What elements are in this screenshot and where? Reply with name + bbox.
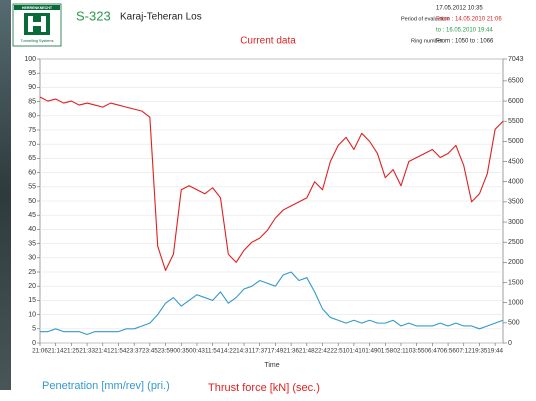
x-tick-label: 21:33 [79, 348, 95, 355]
x-tick-label: 01:41 [346, 348, 362, 355]
y-tick-label: 35 [28, 240, 36, 247]
y-tick-label: 95 [28, 70, 36, 77]
legend-entry: Thrust force [kN] (sec.) [208, 382, 320, 394]
y-tick-label: 80 [28, 113, 36, 120]
y2-tick-label: 500 [508, 320, 520, 327]
y-tick-label: 90 [28, 84, 36, 91]
x-tick-label: 01:58 [377, 348, 393, 355]
series-line [39, 96, 504, 271]
y2-tick-label: 1000 [508, 300, 524, 307]
x-tick-label: 14:22 [220, 348, 236, 355]
y2-tick-label: 4000 [508, 179, 524, 186]
x-tick-label: 17:49 [268, 348, 284, 355]
x-axis-title: Time [264, 362, 279, 369]
chart-title: Current data [240, 36, 296, 47]
photo-strip [0, 0, 11, 390]
y-tick-label: 60 [28, 169, 36, 176]
x-tick-label: 06:47 [424, 348, 440, 355]
y-tick-label: 10 [28, 311, 36, 318]
ring-range: From : 1050 to : 1066 [436, 39, 494, 45]
x-tick-label: 01:49 [362, 348, 378, 355]
y-tick-label: 85 [28, 98, 36, 105]
legend-entry: Penetration [mm/rev] (pri.) [42, 380, 170, 392]
x-tick-label: 21:54 [111, 348, 127, 355]
y-tick-label: 40 [28, 226, 36, 233]
y2-tick-label: 2000 [508, 259, 524, 266]
x-tick-label: 21:48 [299, 348, 315, 355]
x-tick-label: 03:55 [409, 348, 425, 355]
y-tick-label: 65 [28, 155, 36, 162]
x-tick-label: 21:14 [48, 348, 64, 355]
x-tick-label: 21:06 [32, 348, 48, 355]
y-tick-label: 50 [28, 198, 36, 205]
y2-tick-label: 5500 [508, 118, 524, 125]
y2-tick-label: 4500 [508, 158, 524, 165]
logo-name: HERRENKNECHT [22, 6, 53, 10]
x-tick-label: 19:35 [472, 348, 488, 355]
logo-subtitle: Tunnelling Systems [21, 39, 54, 43]
report-date: 17.05.2012 10:35 [436, 6, 483, 12]
y-tick-label: 100 [24, 56, 36, 63]
y-tick-label: 75 [28, 127, 36, 134]
x-tick-label: 23:45 [142, 348, 158, 355]
y-tick-label: 0 [32, 340, 36, 347]
x-tick-label: 22:42 [315, 348, 331, 355]
logo-h [28, 16, 46, 32]
x-tick-label: 06:56 [440, 348, 456, 355]
x-tick-label: 21:25 [64, 348, 80, 355]
x-tick-label: 07:12 [456, 348, 472, 355]
y2-tick-label: 7043 [508, 56, 524, 63]
y2-tick-label: 3500 [508, 199, 524, 206]
x-tick-label: 21:41 [95, 348, 111, 355]
period-label: Period of evaluation [401, 16, 450, 22]
y2-tick-label: 2500 [508, 239, 524, 246]
period-to: to : 16.05.2010 19:44 [436, 28, 493, 34]
y-tick-label: 55 [28, 184, 36, 191]
x-tick-label: 23:59 [158, 348, 174, 355]
x-tick-label: 19:44 [487, 348, 503, 355]
period-from: From : 14.05.2010 21:06 [436, 17, 502, 23]
y-tick-label: 70 [28, 141, 36, 148]
logo-bar [14, 5, 60, 10]
y2-tick-label: 5000 [508, 138, 524, 145]
y-tick-label: 30 [28, 255, 36, 262]
y2-tick-label: 1500 [508, 279, 524, 286]
project-code: S-323 [76, 8, 111, 23]
logo: HERRENKNECHT Tunnelling Systems [12, 3, 62, 47]
y2-tick-label: 6500 [508, 78, 524, 85]
x-tick-label: 00:35 [173, 348, 189, 355]
y-tick-label: 20 [28, 283, 36, 290]
x-tick-label: 14:31 [236, 348, 252, 355]
y2-tick-label: 6000 [508, 98, 524, 105]
project-name: Karaj-Teheran Los [120, 12, 202, 23]
y-tick-label: 15 [28, 297, 36, 304]
plot: 0 5 10 15 20 25 30 35 40 45 50 55 60 65 70 75 80 85 90 95 10… [24, 56, 523, 355]
x-tick-label: 11:54 [205, 348, 221, 355]
y2-tick-label: 0 [508, 340, 512, 347]
x-tick-label: 23:37 [126, 348, 142, 355]
y-tick-label: 5 [32, 326, 36, 333]
x-tick-label: 00:43 [189, 348, 205, 355]
ring-label: Ring number [411, 38, 443, 44]
y-tick-label: 25 [28, 269, 36, 276]
x-tick-label: 22:51 [330, 348, 346, 355]
x-tick-label: 21:36 [283, 348, 299, 355]
y2-tick-label: 3000 [508, 219, 524, 226]
y-tick-label: 45 [28, 212, 36, 219]
x-tick-label: 17:37 [252, 348, 268, 355]
series-line [40, 271, 504, 336]
x-tick-label: 02:11 [393, 348, 409, 355]
